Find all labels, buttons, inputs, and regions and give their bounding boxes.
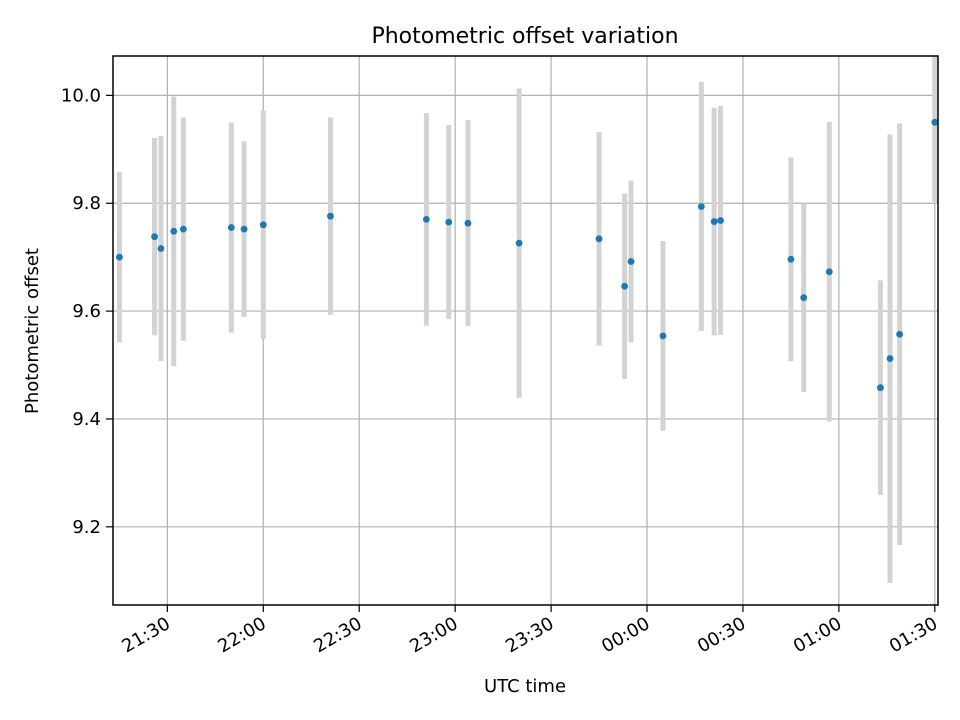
data-point [621,282,629,290]
y-tick-label: 9.4 [72,409,101,430]
data-point [931,118,939,126]
data-point [627,258,635,265]
data-point [825,268,833,276]
x-axis-title: UTC time [484,676,566,697]
data-point [877,384,884,392]
data-point [896,330,904,338]
data-point [151,233,158,241]
data-point [515,239,523,247]
plot-frame [112,55,939,606]
data-point [157,245,165,252]
data-point [464,219,472,227]
y-tick-label: 9.6 [72,301,101,322]
data-point [445,218,453,226]
data-point [697,203,705,210]
y-axis: 9.2 9.4 9.6 9.8 10.0 [61,85,113,538]
y-tick-label: 9.8 [72,193,101,214]
data-point [710,218,718,225]
data-point [115,253,123,261]
chart-title: Photometric offset variation [371,24,678,49]
grid [113,56,938,605]
data-point [717,217,724,224]
data-point [422,216,430,223]
data-point [595,235,603,243]
data-point [787,255,795,263]
y-tick-label: 9.2 [72,517,101,538]
data-point [800,294,808,302]
data-points [115,118,939,392]
y-axis-title: Photometric offset [22,248,43,414]
data-point [659,332,667,340]
y-tick-label: 10.0 [61,85,101,106]
data-point [179,225,187,233]
data-point [240,225,248,233]
data-point [227,224,235,231]
data-point [886,355,894,362]
data-point [170,227,178,235]
data-point [327,212,334,220]
data-point [259,221,267,229]
